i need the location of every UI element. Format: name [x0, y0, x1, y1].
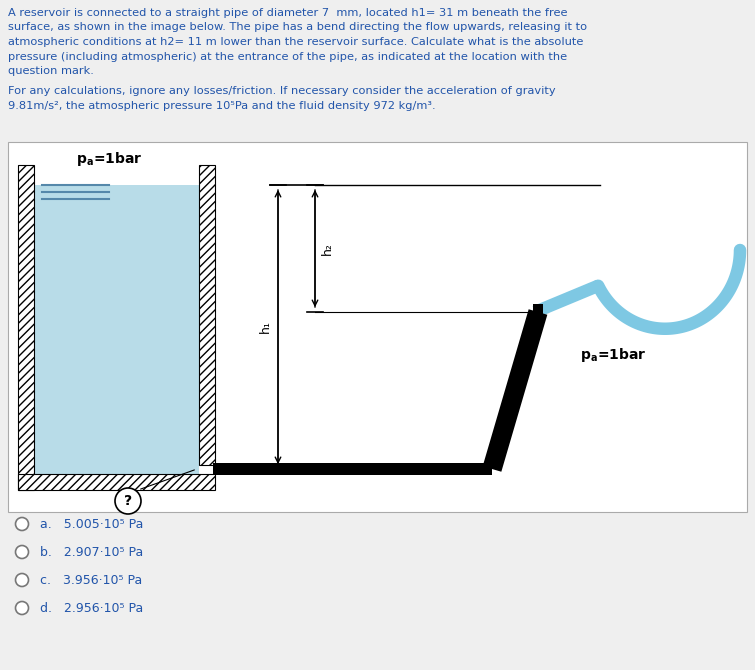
Bar [199, 165, 215, 465]
Text: $\mathbf{p_a}$=1bar: $\mathbf{p_a}$=1bar [580, 346, 646, 364]
Bar [8, 142, 747, 512]
Text: question mark.: question mark. [8, 66, 94, 76]
Text: c.   3.956·10⁵ Pa: c. 3.956·10⁵ Pa [40, 574, 142, 586]
Text: 9.81m/s², the atmospheric pressure 10⁵Pa and the fluid density 972 kg/m³.: 9.81m/s², the atmospheric pressure 10⁵Pa… [8, 101, 436, 111]
Text: For any calculations, ignore any losses/friction. If necessary consider the acce: For any calculations, ignore any losses/… [8, 86, 556, 96]
Text: h₂: h₂ [321, 242, 334, 255]
Text: ?: ? [124, 494, 132, 508]
Text: a.   5.005·10⁵ Pa: a. 5.005·10⁵ Pa [40, 517, 143, 531]
Circle shape [16, 517, 29, 531]
Circle shape [16, 602, 29, 614]
Circle shape [16, 545, 29, 559]
Text: b.   2.907·10⁵ Pa: b. 2.907·10⁵ Pa [40, 545, 143, 559]
Text: surface, as shown in the image below. The pipe has a bend directing the flow upw: surface, as shown in the image below. Th… [8, 23, 587, 33]
Bar [213, 463, 492, 475]
Bar [34, 185, 199, 474]
Bar [533, 304, 543, 318]
Text: atmospheric conditions at h2= 11 m lower than the reservoir surface. Calculate w: atmospheric conditions at h2= 11 m lower… [8, 37, 584, 47]
Circle shape [16, 574, 29, 586]
Text: A reservoir is connected to a straight pipe of diameter 7  mm, located h1= 31 m : A reservoir is connected to a straight p… [8, 8, 568, 18]
Circle shape [115, 488, 141, 514]
Text: h₁: h₁ [259, 320, 272, 334]
Text: $\mathbf{p_a}$=1bar: $\mathbf{p_a}$=1bar [76, 150, 143, 168]
Bar [18, 165, 34, 490]
Text: pressure (including atmospheric) at the entrance of the pipe, as indicated at th: pressure (including atmospheric) at the … [8, 52, 567, 62]
Bar [18, 474, 215, 490]
Text: d.   2.956·10⁵ Pa: d. 2.956·10⁵ Pa [40, 602, 143, 614]
